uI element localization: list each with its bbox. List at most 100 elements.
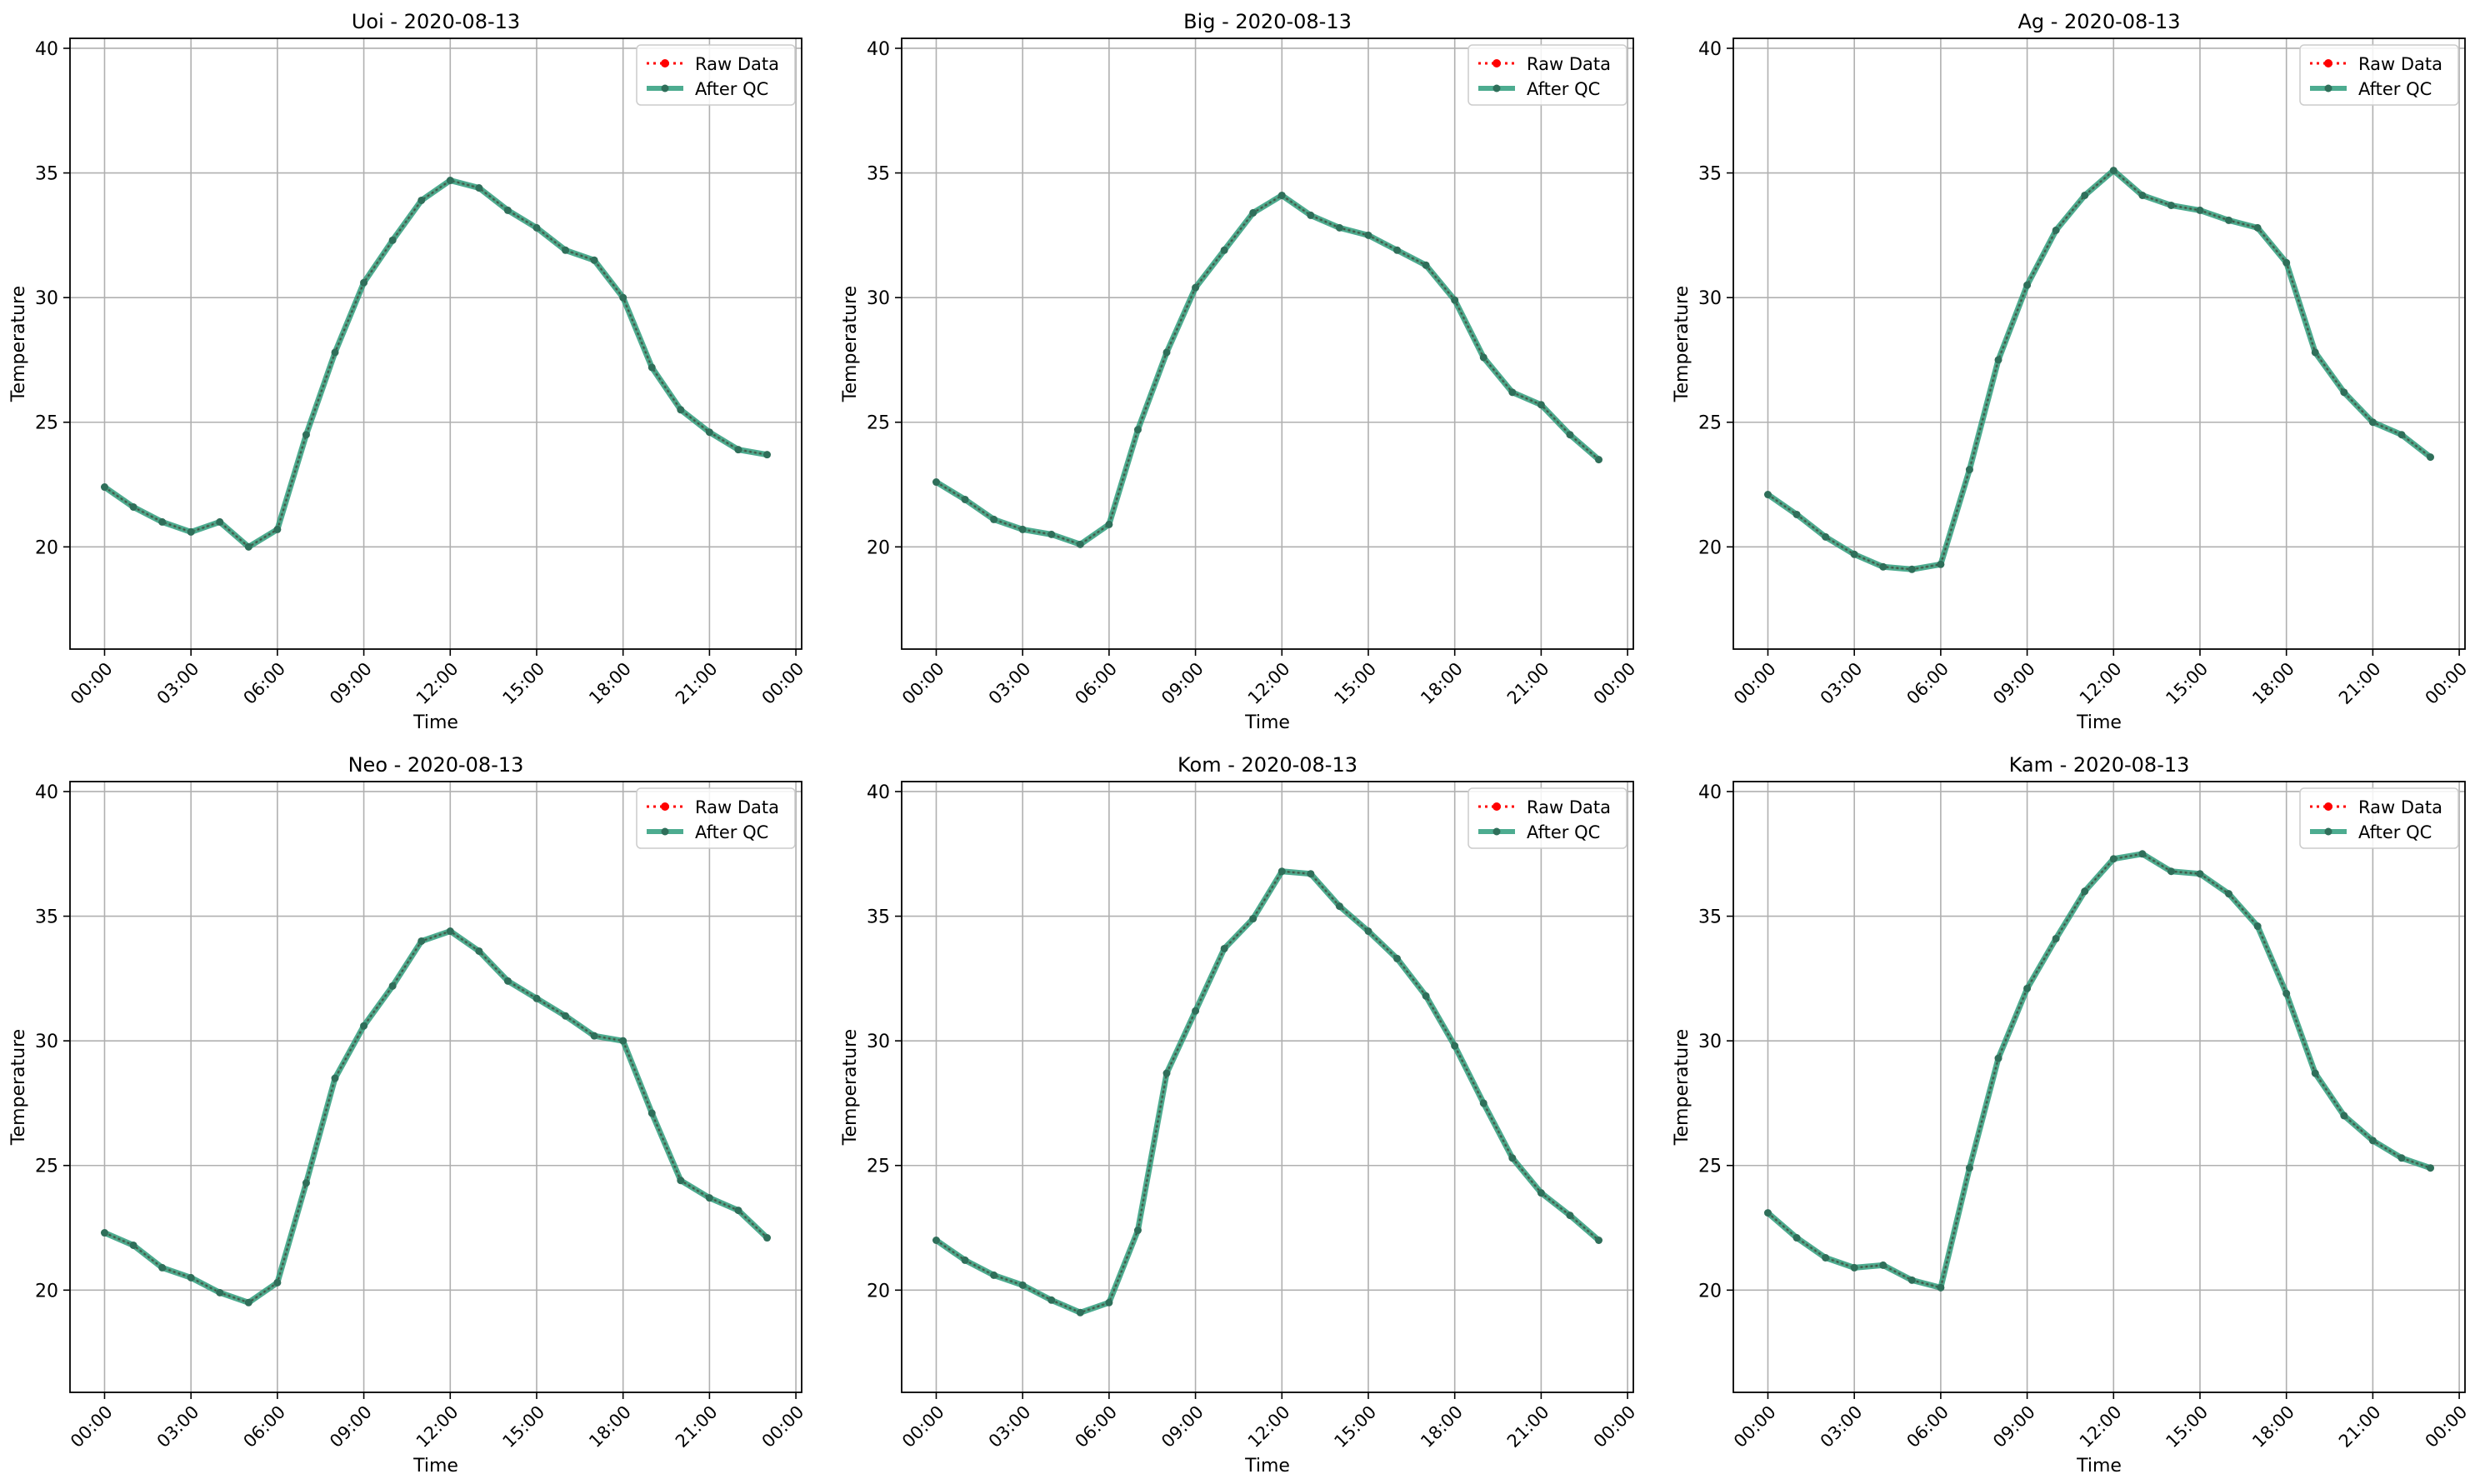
after-qc-point bbox=[2427, 453, 2435, 462]
x-tick-label: 06:00 bbox=[1902, 1402, 1952, 1452]
after-qc-point bbox=[1335, 223, 1343, 232]
after-qc-point bbox=[388, 982, 397, 990]
y-tick-label: 20 bbox=[1698, 1281, 1722, 1302]
y-tick-label: 35 bbox=[35, 907, 58, 928]
after-qc-point bbox=[1566, 1212, 1574, 1220]
x-tick-label: 12:00 bbox=[2076, 658, 2126, 708]
after-qc-point bbox=[2225, 890, 2233, 898]
after-qc-point bbox=[273, 525, 282, 533]
x-tick-label: 03:00 bbox=[153, 658, 203, 708]
series-line-after-qc bbox=[102, 177, 768, 550]
gridlines bbox=[1733, 782, 2465, 1392]
after-qc-point bbox=[475, 184, 483, 192]
after-qc-point bbox=[1335, 902, 1343, 911]
y-tick-label: 20 bbox=[35, 1281, 58, 1302]
chart-title: Ag - 2020-08-13 bbox=[2018, 10, 2180, 33]
y-tick-label: 40 bbox=[35, 782, 58, 803]
after-qc-point bbox=[2225, 216, 2233, 224]
y-tick-label: 25 bbox=[867, 1157, 890, 1177]
legend-raw-marker bbox=[1492, 802, 1501, 811]
after-qc-point bbox=[2196, 870, 2204, 878]
subplot: Uoi - 2020-08-13 00:00 03:00 06:00 09:00 12:0… bbox=[8, 10, 808, 733]
after-qc-point bbox=[1249, 915, 1258, 923]
y-tick-label: 25 bbox=[35, 1157, 58, 1177]
x-tick-label: 00:00 bbox=[898, 1402, 948, 1452]
series-line-after-qc bbox=[103, 928, 769, 1306]
after-qc-point bbox=[1937, 1283, 1945, 1292]
after-qc-point bbox=[360, 278, 368, 287]
legend-raw-label: Raw Data bbox=[2358, 54, 2442, 74]
after-qc-point bbox=[2109, 855, 2118, 863]
y-tick-label: 35 bbox=[867, 164, 890, 185]
legend-qc-marker bbox=[2324, 827, 2332, 836]
legend: Raw Data After QC bbox=[636, 787, 796, 849]
after-qc-point bbox=[1908, 1276, 1916, 1284]
y-tick-label: 30 bbox=[1698, 288, 1722, 309]
after-qc-point bbox=[2253, 922, 2262, 931]
after-qc-point bbox=[2398, 1154, 2406, 1162]
after-qc-point bbox=[1595, 456, 1603, 464]
legend-qc-marker bbox=[1492, 84, 1501, 92]
after-qc-point bbox=[216, 517, 224, 526]
legend-raw-marker bbox=[661, 802, 669, 811]
after-qc-point bbox=[1994, 1054, 2002, 1062]
raw-data-overlay-line bbox=[935, 194, 1600, 546]
after-qc-point bbox=[1763, 1209, 1772, 1217]
after-qc-point bbox=[590, 1032, 598, 1040]
x-tick-label: 00:00 bbox=[758, 1402, 808, 1452]
x-tick-label: 09:00 bbox=[1989, 658, 2039, 708]
after-qc-point bbox=[187, 1273, 195, 1282]
legend-qc-marker bbox=[2324, 84, 2332, 92]
after-qc-point bbox=[2253, 223, 2262, 232]
x-tick-label: 03:00 bbox=[985, 658, 1035, 708]
after-qc-point bbox=[677, 1177, 685, 1185]
after-qc-point bbox=[1105, 1298, 1113, 1307]
x-tick-label: 21:00 bbox=[2335, 658, 2385, 708]
y-tick-label: 40 bbox=[1698, 782, 1722, 803]
after-qc-point bbox=[2023, 984, 2032, 992]
x-tick-label: 09:00 bbox=[1989, 1402, 2039, 1452]
series-line-raw-data bbox=[1766, 852, 2432, 1290]
chart-title: Neo - 2020-08-13 bbox=[348, 753, 524, 777]
y-tick-label: 30 bbox=[35, 1032, 58, 1052]
x-tick-label: 12:00 bbox=[412, 658, 462, 708]
series-line-raw-data bbox=[102, 929, 769, 1304]
after-qc-point bbox=[705, 1194, 713, 1202]
after-qc-point bbox=[734, 446, 742, 454]
x-tick-label: 00:00 bbox=[2422, 1402, 2472, 1452]
after-qc-point bbox=[100, 483, 108, 492]
after-qc-point bbox=[1537, 1189, 1545, 1197]
after-qc-point bbox=[1822, 532, 1830, 541]
x-tick-label: 21:00 bbox=[672, 1402, 722, 1452]
after-qc-point bbox=[961, 495, 969, 503]
after-qc-point bbox=[1537, 401, 1545, 409]
x-tick-label: 12:00 bbox=[412, 1402, 462, 1452]
after-qc-point bbox=[1076, 1308, 1084, 1317]
after-qc-point bbox=[331, 1074, 339, 1082]
x-tick-label: 09:00 bbox=[326, 658, 376, 708]
after-qc-point bbox=[1393, 954, 1402, 962]
after-qc-point bbox=[990, 515, 998, 523]
after-qc-point bbox=[648, 363, 656, 372]
after-qc-point bbox=[1422, 992, 1430, 1000]
x-tick-label: 00:00 bbox=[898, 658, 948, 708]
legend: Raw Data After QC bbox=[1468, 787, 1628, 849]
x-tick-label: 18:00 bbox=[2248, 658, 2298, 708]
x-tick-label: 06:00 bbox=[1071, 658, 1121, 708]
y-tick-label: 25 bbox=[1698, 1157, 1722, 1177]
chart-title: Uoi - 2020-08-13 bbox=[352, 10, 520, 33]
after-qc-point bbox=[2167, 201, 2175, 209]
axes-frame bbox=[1732, 37, 2466, 650]
x-axis-label: Time bbox=[1244, 712, 1290, 733]
y-tick-label: 25 bbox=[35, 413, 58, 434]
after-qc-point bbox=[1508, 1154, 1517, 1162]
after-qc-point bbox=[418, 196, 426, 204]
after-qc-point bbox=[1220, 246, 1228, 254]
after-qc-point bbox=[244, 1298, 252, 1307]
after-qc-point bbox=[129, 1241, 138, 1249]
gridlines bbox=[1733, 38, 2465, 649]
legend-qc-label: After QC bbox=[695, 822, 768, 842]
legend-qc-label: After QC bbox=[1527, 822, 1600, 842]
after-qc-point bbox=[1908, 565, 1916, 573]
series-line-raw-data bbox=[934, 193, 1601, 547]
